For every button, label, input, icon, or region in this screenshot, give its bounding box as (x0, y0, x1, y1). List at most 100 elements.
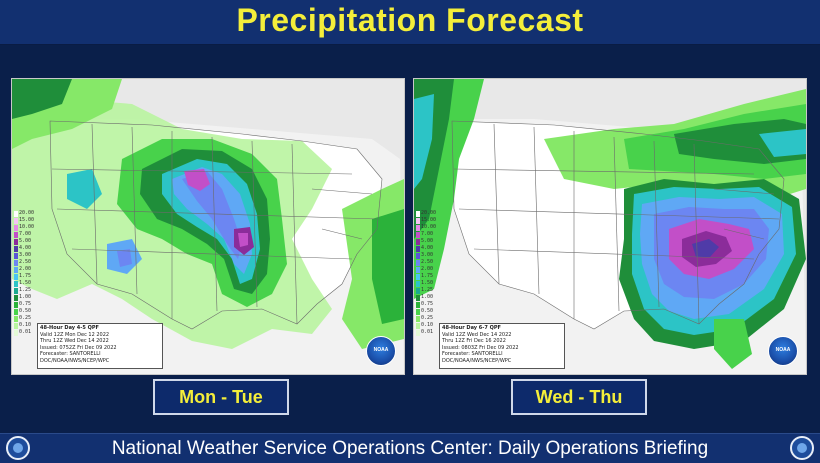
legend-value: 1.50 (19, 280, 32, 286)
legend-entry: 15.00 (14, 217, 42, 224)
legend-entry: 0.10 (416, 322, 444, 329)
legend-entry: 2.50 (416, 259, 444, 266)
info-issued: Issued: 0752Z Fri Dec 09 2022 (40, 344, 117, 351)
info-title: 48-Hour Day 6-7 QPF (442, 325, 501, 331)
legend-swatch (416, 322, 420, 329)
legend-swatch (14, 231, 18, 238)
legend-entry: 1.25 (14, 287, 42, 294)
legend-swatch (416, 217, 420, 224)
legend-entry: 3.00 (416, 252, 444, 259)
legend-swatch (416, 280, 420, 287)
info-agency: DOC/NOAA/NWS/NCEP/WPC (40, 357, 110, 364)
legend-entry: 3.00 (14, 252, 42, 259)
legend-swatch (416, 287, 420, 294)
legend-swatch (416, 245, 420, 252)
precip-legend-right: 20.00 15.00 10.00 7.00 5.00 4.00 3.00 2.50 2.00 1… (416, 210, 444, 336)
legend-swatch (416, 259, 420, 266)
legend-value: 2.00 (421, 266, 434, 272)
legend-value: 1.25 (19, 287, 32, 293)
legend-entry: 1.50 (14, 280, 42, 287)
period-button-mon-tue[interactable]: Mon - Tue (153, 379, 289, 415)
legend-entry: 0.75 (14, 301, 42, 308)
nws-footer-logo-icon (790, 436, 814, 460)
legend-value: 2.50 (19, 259, 32, 265)
footer-bar: National Weather Service Operations Cent… (0, 433, 820, 463)
legend-value: 4.00 (19, 245, 32, 251)
legend-swatch (14, 266, 18, 273)
page-title: Precipitation Forecast (236, 2, 584, 38)
noaa-logo-text: NOAA (775, 347, 791, 353)
legend-entry: 2.50 (14, 259, 42, 266)
legend-value: 15.00 (421, 217, 437, 223)
legend-value: 0.50 (421, 308, 434, 314)
legend-entry: 20.00 (14, 210, 42, 217)
legend-entry: 4.00 (14, 245, 42, 252)
qpf-map-graphic-left (12, 79, 404, 374)
legend-swatch (14, 294, 18, 301)
legend-swatch (14, 308, 18, 315)
legend-value: 5.00 (19, 238, 32, 244)
legend-value: 0.50 (19, 308, 32, 314)
legend-value: 1.25 (421, 287, 434, 293)
legend-value: 1.00 (19, 294, 32, 300)
legend-swatch (416, 294, 420, 301)
legend-entry: 0.50 (14, 308, 42, 315)
info-issued: Issued: 0803Z Fri Dec 09 2022 (442, 344, 519, 351)
title-bar: Precipitation Forecast (0, 0, 820, 45)
legend-value: 1.75 (19, 273, 32, 279)
legend-swatch (14, 238, 18, 245)
legend-value: 1.75 (421, 273, 434, 279)
info-thru: Thru 12Z Wed Dec 14 2022 (40, 338, 109, 344)
forecast-info-box-right: 48-Hour Day 6-7 QPF Valid 12Z Wed Dec 14… (439, 323, 565, 369)
legend-value: 2.50 (421, 259, 434, 265)
info-agency: DOC/NOAA/NWS/NCEP/WPC (442, 357, 512, 364)
legend-value: 20.00 (19, 210, 35, 216)
legend-entry: 0.01 (416, 329, 444, 336)
noaa-logo: NOAA (768, 336, 798, 366)
legend-value: 15.00 (19, 217, 35, 223)
noaa-footer-logo-icon (6, 436, 30, 460)
legend-entry: 1.75 (14, 273, 42, 280)
legend-entry: 4.00 (416, 245, 444, 252)
footer-text: National Weather Service Operations Cent… (111, 438, 709, 459)
legend-entry: 1.00 (14, 294, 42, 301)
legend-entry: 0.75 (416, 301, 444, 308)
legend-value: 1.50 (421, 280, 434, 286)
legend-value: 3.00 (421, 252, 434, 258)
legend-swatch (14, 217, 18, 224)
legend-entry: 1.75 (416, 273, 444, 280)
legend-value: 0.10 (19, 322, 32, 328)
legend-entry: 20.00 (416, 210, 444, 217)
legend-value: 0.75 (421, 301, 434, 307)
legend-entry: 0.25 (14, 315, 42, 322)
qpf-map-day-4-5: 20.00 15.00 10.00 7.00 5.00 4.00 3.00 2.50 2.00 1… (11, 78, 405, 375)
legend-value: 10.00 (19, 224, 35, 230)
legend-entry: 5.00 (416, 238, 444, 245)
legend-entry: 0.10 (14, 322, 42, 329)
legend-entry: 0.50 (416, 308, 444, 315)
legend-value: 0.01 (19, 329, 32, 335)
legend-entry: 7.00 (14, 231, 42, 238)
legend-swatch (14, 224, 18, 231)
legend-entry: 5.00 (14, 238, 42, 245)
info-forecaster: Forecaster: SANTORELLI (40, 351, 101, 357)
legend-value: 0.75 (19, 301, 32, 307)
legend-swatch (416, 315, 420, 322)
legend-value: 7.00 (19, 231, 32, 237)
legend-swatch (416, 210, 420, 217)
legend-swatch (416, 308, 420, 315)
noaa-logo: NOAA (366, 336, 396, 366)
legend-swatch (416, 252, 420, 259)
legend-swatch (14, 315, 18, 322)
legend-swatch (416, 238, 420, 245)
legend-entry: 1.25 (416, 287, 444, 294)
info-valid: Valid 12Z Mon Dec 12 2022 (40, 331, 110, 338)
legend-swatch (416, 231, 420, 238)
info-valid: Valid 12Z Wed Dec 14 2022 (442, 331, 512, 338)
legend-value: 5.00 (421, 238, 434, 244)
legend-entry: 10.00 (416, 224, 444, 231)
legend-swatch (14, 273, 18, 280)
legend-entry: 15.00 (416, 217, 444, 224)
period-button-wed-thu[interactable]: Wed - Thu (511, 379, 647, 415)
legend-swatch (14, 280, 18, 287)
